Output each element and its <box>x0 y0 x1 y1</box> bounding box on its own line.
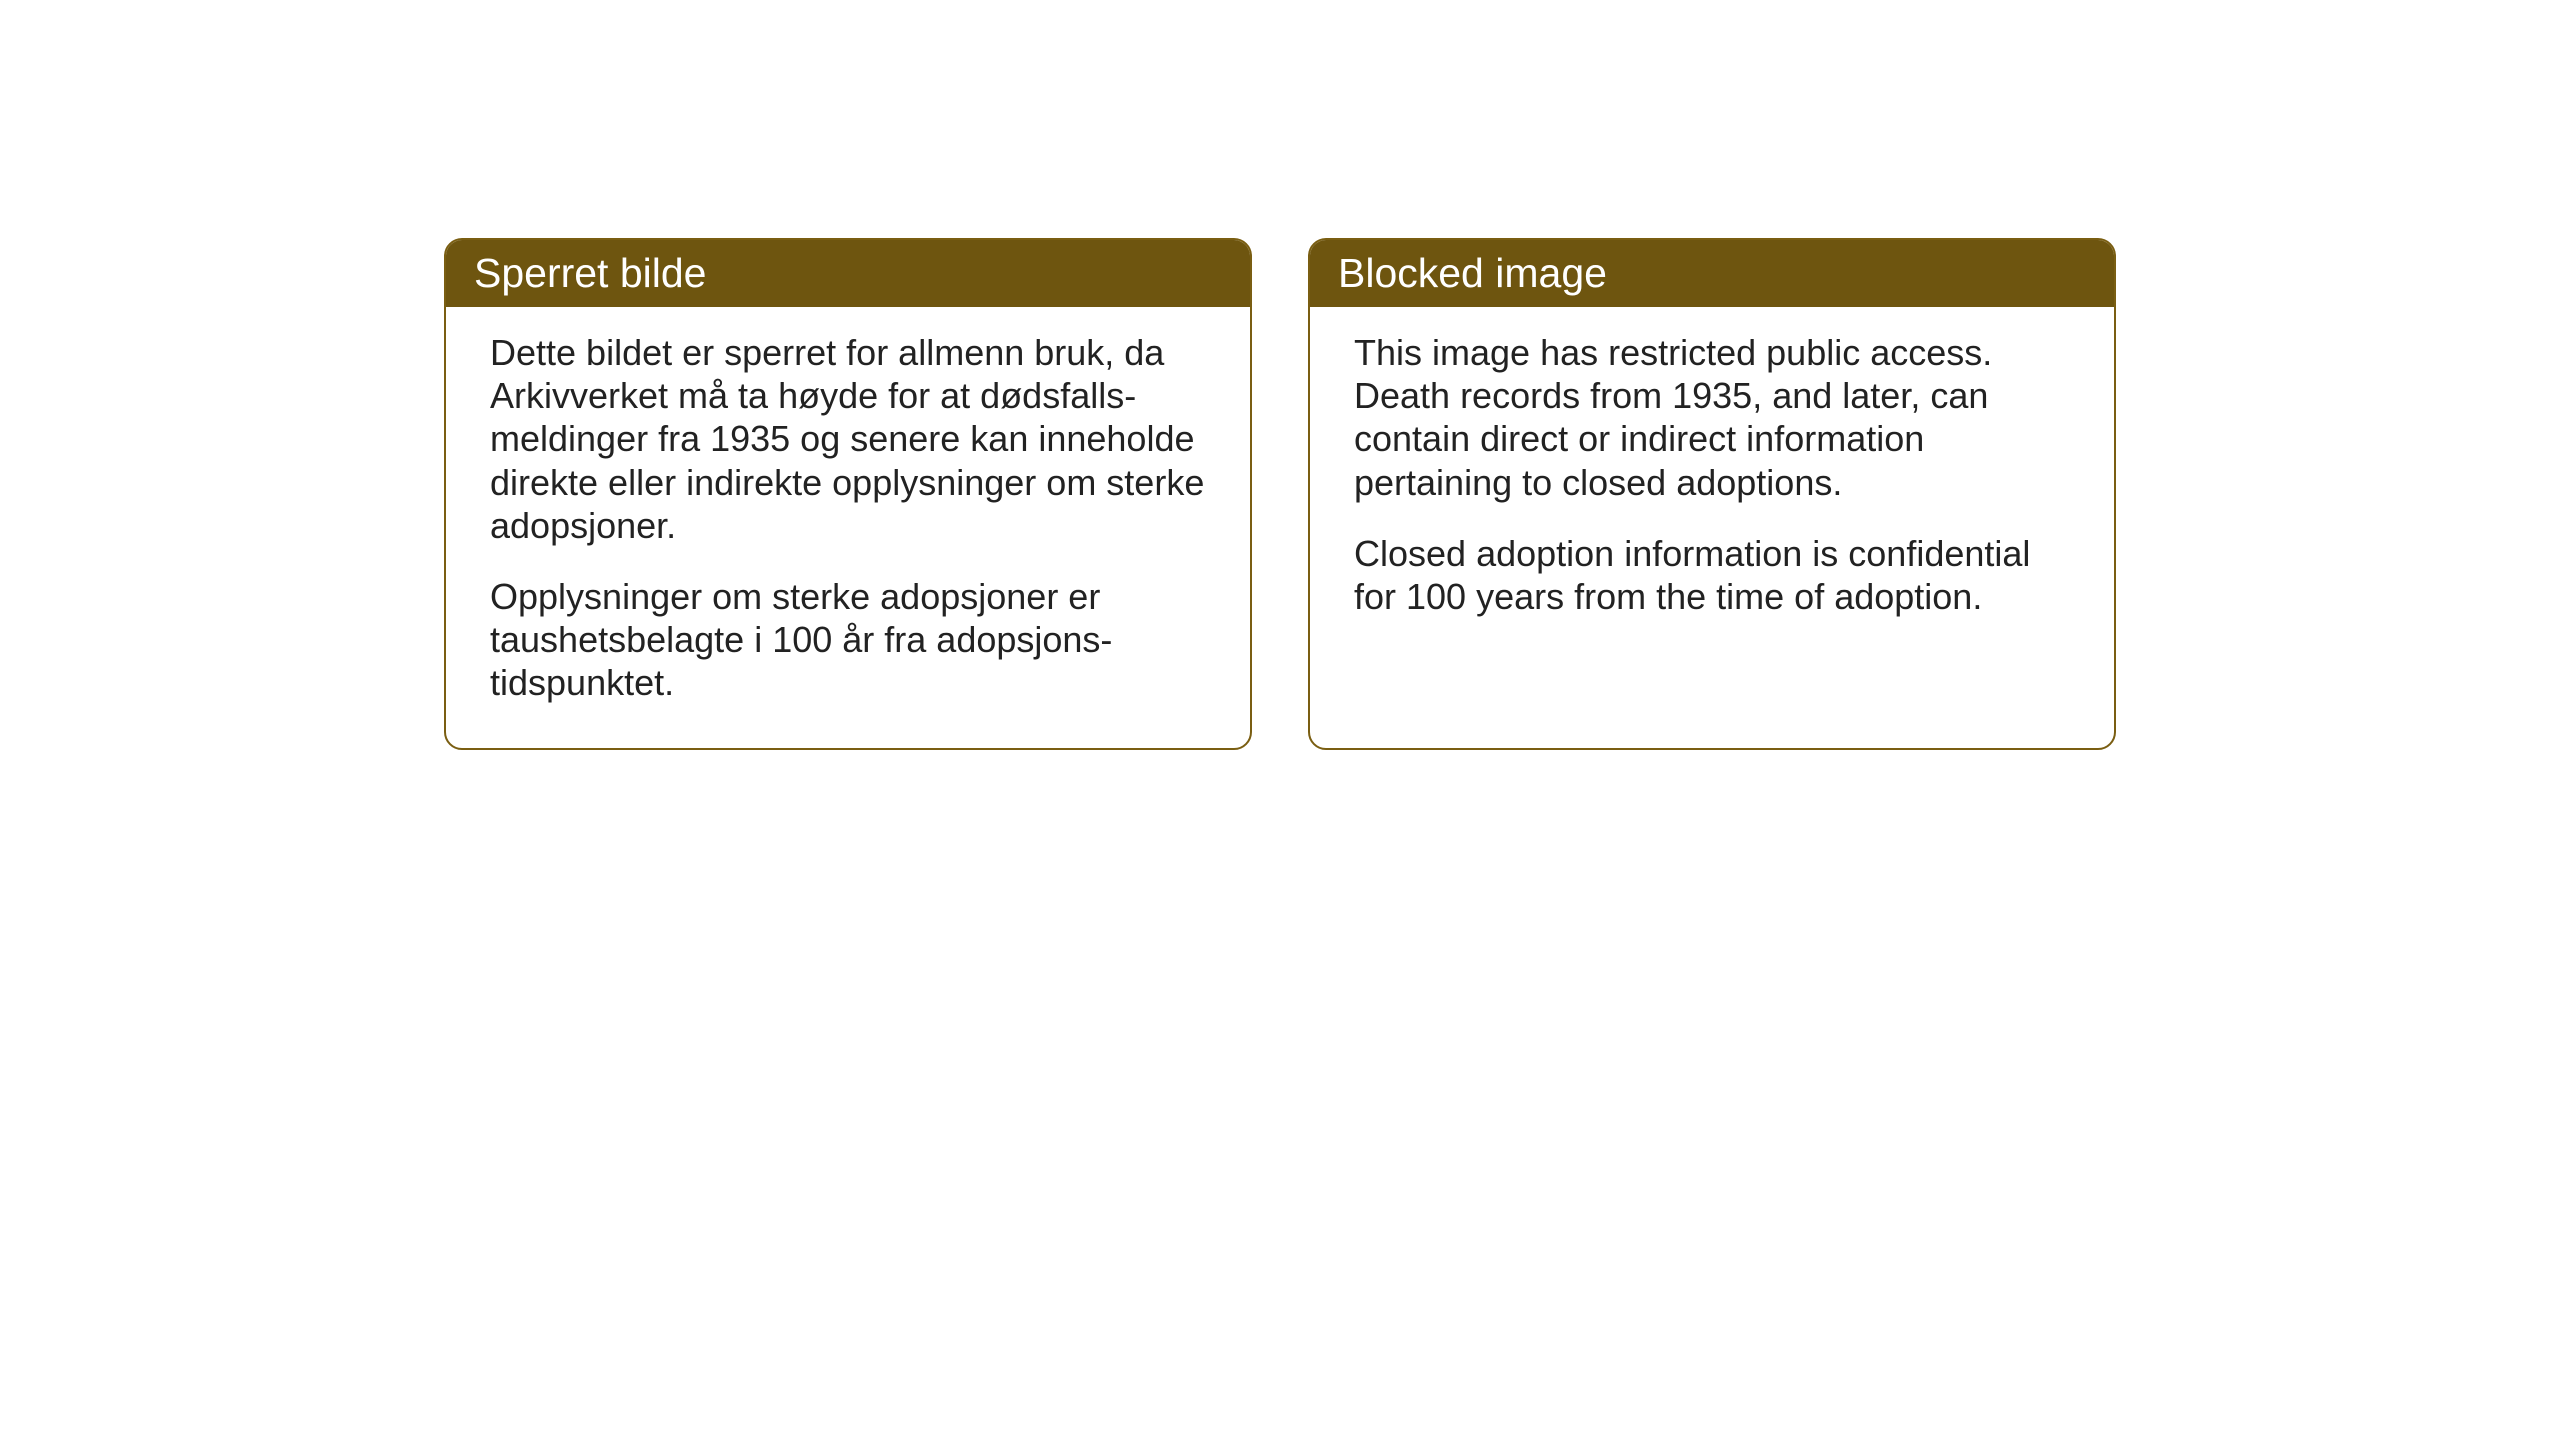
notice-body-norwegian: Dette bildet er sperret for allmenn bruk… <box>446 307 1250 741</box>
notice-paragraph-2-en: Closed adoption information is confident… <box>1354 532 2070 618</box>
notice-card-english: Blocked image This image has restricted … <box>1308 238 2116 750</box>
notice-container: Sperret bilde Dette bildet er sperret fo… <box>444 238 2116 750</box>
notice-header-norwegian: Sperret bilde <box>446 240 1250 307</box>
notice-paragraph-2-no: Opplysninger om sterke adopsjoner er tau… <box>490 575 1206 705</box>
notice-card-norwegian: Sperret bilde Dette bildet er sperret fo… <box>444 238 1252 750</box>
notice-header-english: Blocked image <box>1310 240 2114 307</box>
notice-paragraph-1-no: Dette bildet er sperret for allmenn bruk… <box>490 331 1206 547</box>
notice-body-english: This image has restricted public access.… <box>1310 307 2114 654</box>
notice-paragraph-1-en: This image has restricted public access.… <box>1354 331 2070 504</box>
